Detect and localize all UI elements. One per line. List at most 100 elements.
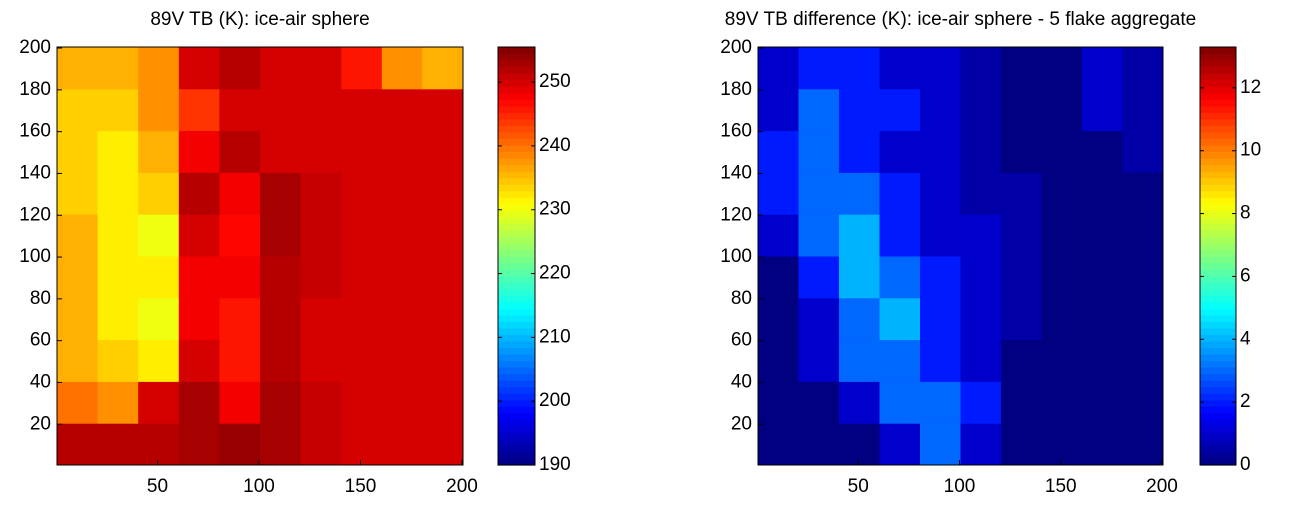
heat-cell bbox=[798, 256, 840, 299]
y-tick-label: 40 bbox=[30, 371, 51, 392]
y-tick-label: 140 bbox=[720, 162, 752, 183]
colorbar-band bbox=[1200, 412, 1236, 420]
colorbar-band bbox=[498, 399, 535, 407]
colorbar-band bbox=[498, 275, 535, 283]
colorbar-band bbox=[498, 340, 535, 349]
colorbar-band bbox=[498, 380, 535, 388]
colorbar-band bbox=[498, 216, 535, 224]
heat-cell bbox=[422, 297, 464, 341]
x-tick-label: 200 bbox=[1146, 476, 1178, 497]
heat-cell bbox=[422, 214, 464, 257]
colorbar-band bbox=[498, 158, 535, 166]
heat-cell bbox=[879, 381, 921, 424]
plot-frame bbox=[56, 46, 464, 466]
heat-cell bbox=[57, 130, 99, 173]
heat-cell bbox=[57, 423, 99, 466]
colorbar-tick-label: 200 bbox=[539, 390, 571, 411]
heat-cell bbox=[138, 88, 180, 132]
heat-cell bbox=[138, 381, 180, 424]
heat-cell bbox=[381, 381, 423, 424]
heat-cell bbox=[300, 339, 342, 382]
heat-cell bbox=[1041, 256, 1083, 299]
heat-cell bbox=[381, 47, 423, 90]
heat-cell bbox=[260, 297, 302, 341]
colorbar-band bbox=[498, 131, 535, 140]
heat-cell bbox=[1001, 256, 1042, 299]
heat-cell bbox=[138, 214, 180, 257]
heat-cell bbox=[1001, 130, 1042, 173]
colorbar-tick-label: 220 bbox=[539, 263, 571, 284]
heat-cell bbox=[422, 339, 464, 382]
heat-cell bbox=[920, 339, 961, 382]
heat-cell bbox=[920, 423, 961, 466]
colorbar-band bbox=[1200, 301, 1236, 309]
plot-frame bbox=[757, 46, 1164, 466]
colorbar-band bbox=[498, 360, 535, 368]
heat-cell bbox=[341, 88, 383, 132]
heat-cell bbox=[341, 130, 383, 173]
colorbar-band bbox=[498, 242, 535, 251]
heat-cell bbox=[879, 47, 921, 90]
heat-cell bbox=[839, 88, 880, 132]
heat-cell bbox=[300, 130, 342, 173]
colorbar-band bbox=[1200, 197, 1236, 205]
colorbar-band bbox=[1200, 216, 1236, 224]
colorbar-band bbox=[498, 301, 535, 309]
colorbar-band bbox=[1200, 458, 1236, 466]
colorbar-band bbox=[498, 151, 535, 159]
heat-cell bbox=[1001, 297, 1042, 341]
heat-cell bbox=[300, 88, 342, 132]
colorbar-band bbox=[1200, 171, 1236, 179]
heat-cell bbox=[381, 339, 423, 382]
colorbar-tick-label: 2 bbox=[1240, 391, 1251, 412]
heat-cell bbox=[839, 130, 880, 173]
heat-cell bbox=[920, 172, 961, 215]
heat-cell bbox=[879, 297, 921, 341]
colorbar-band bbox=[498, 282, 535, 290]
colorbar-band bbox=[498, 249, 535, 257]
colorbar-band bbox=[498, 262, 535, 270]
heat-cell bbox=[758, 381, 799, 424]
heat-cell bbox=[260, 130, 302, 173]
heat-cell bbox=[341, 423, 383, 466]
heat-cell bbox=[1122, 423, 1164, 466]
heat-cell bbox=[1041, 130, 1083, 173]
heat-cell bbox=[1122, 214, 1164, 257]
y-tick-label: 20 bbox=[30, 413, 51, 434]
heat-cell bbox=[758, 47, 799, 90]
y-tick-label: 160 bbox=[720, 121, 752, 142]
colorbar-tick-label: 10 bbox=[1240, 140, 1261, 161]
colorbar-band bbox=[498, 432, 535, 440]
heat-cell bbox=[219, 381, 261, 424]
y-tick-label: 200 bbox=[720, 37, 752, 58]
colorbar-band bbox=[1200, 60, 1236, 68]
heat-cell bbox=[260, 381, 302, 424]
y-tick-label: 40 bbox=[731, 371, 752, 392]
colorbar-band bbox=[1200, 425, 1236, 433]
heat-cell bbox=[138, 423, 180, 466]
heat-cell bbox=[798, 297, 840, 341]
heat-cell bbox=[341, 172, 383, 215]
heat-cell bbox=[960, 88, 1002, 132]
heat-cell bbox=[300, 423, 342, 466]
heat-cell bbox=[138, 256, 180, 299]
heat-cell bbox=[1041, 339, 1083, 382]
colorbar-band bbox=[1200, 295, 1236, 303]
heat-cell bbox=[300, 256, 342, 299]
heat-cell bbox=[341, 214, 383, 257]
colorbar-band bbox=[498, 406, 535, 414]
heat-cell bbox=[219, 172, 261, 215]
colorbar-band bbox=[1200, 386, 1236, 394]
colorbar-band bbox=[498, 184, 535, 192]
colorbar-band bbox=[498, 144, 535, 153]
heat-cell bbox=[97, 381, 139, 424]
colorbar-band bbox=[498, 138, 535, 146]
heat-cell bbox=[57, 381, 99, 424]
colorbar-band bbox=[498, 164, 535, 172]
y-tick-label: 60 bbox=[731, 330, 752, 351]
heat-cell bbox=[798, 423, 840, 466]
y-tick-label: 120 bbox=[19, 204, 51, 225]
heat-cell bbox=[97, 423, 139, 466]
colorbar-band bbox=[1200, 340, 1236, 349]
colorbar-band bbox=[498, 308, 535, 316]
